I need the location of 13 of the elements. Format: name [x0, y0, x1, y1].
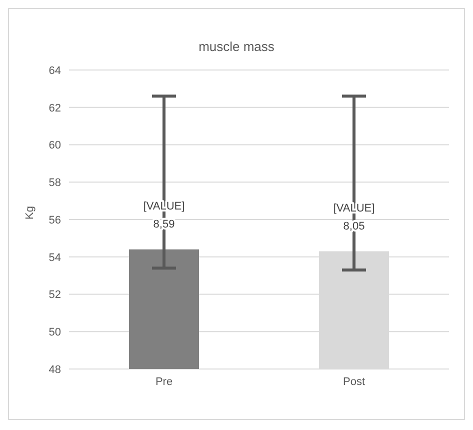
- x-tick-label: Post: [342, 376, 366, 388]
- y-tick-label: 54: [48, 252, 61, 264]
- y-tick-label: 50: [48, 326, 61, 339]
- x-tick-label: Pre: [155, 376, 173, 388]
- y-axis-title: Kg: [24, 206, 36, 220]
- y-tick-label: 56: [48, 214, 61, 226]
- chart-title: muscle mass: [198, 39, 276, 54]
- y-tick-label: 52: [48, 289, 61, 302]
- y-tick-label: 58: [48, 177, 61, 190]
- y-tick-label: 62: [48, 102, 61, 114]
- y-tick-label: 64: [48, 64, 61, 77]
- y-tick-label: 60: [48, 140, 61, 152]
- y-tick-label: 48: [48, 364, 61, 376]
